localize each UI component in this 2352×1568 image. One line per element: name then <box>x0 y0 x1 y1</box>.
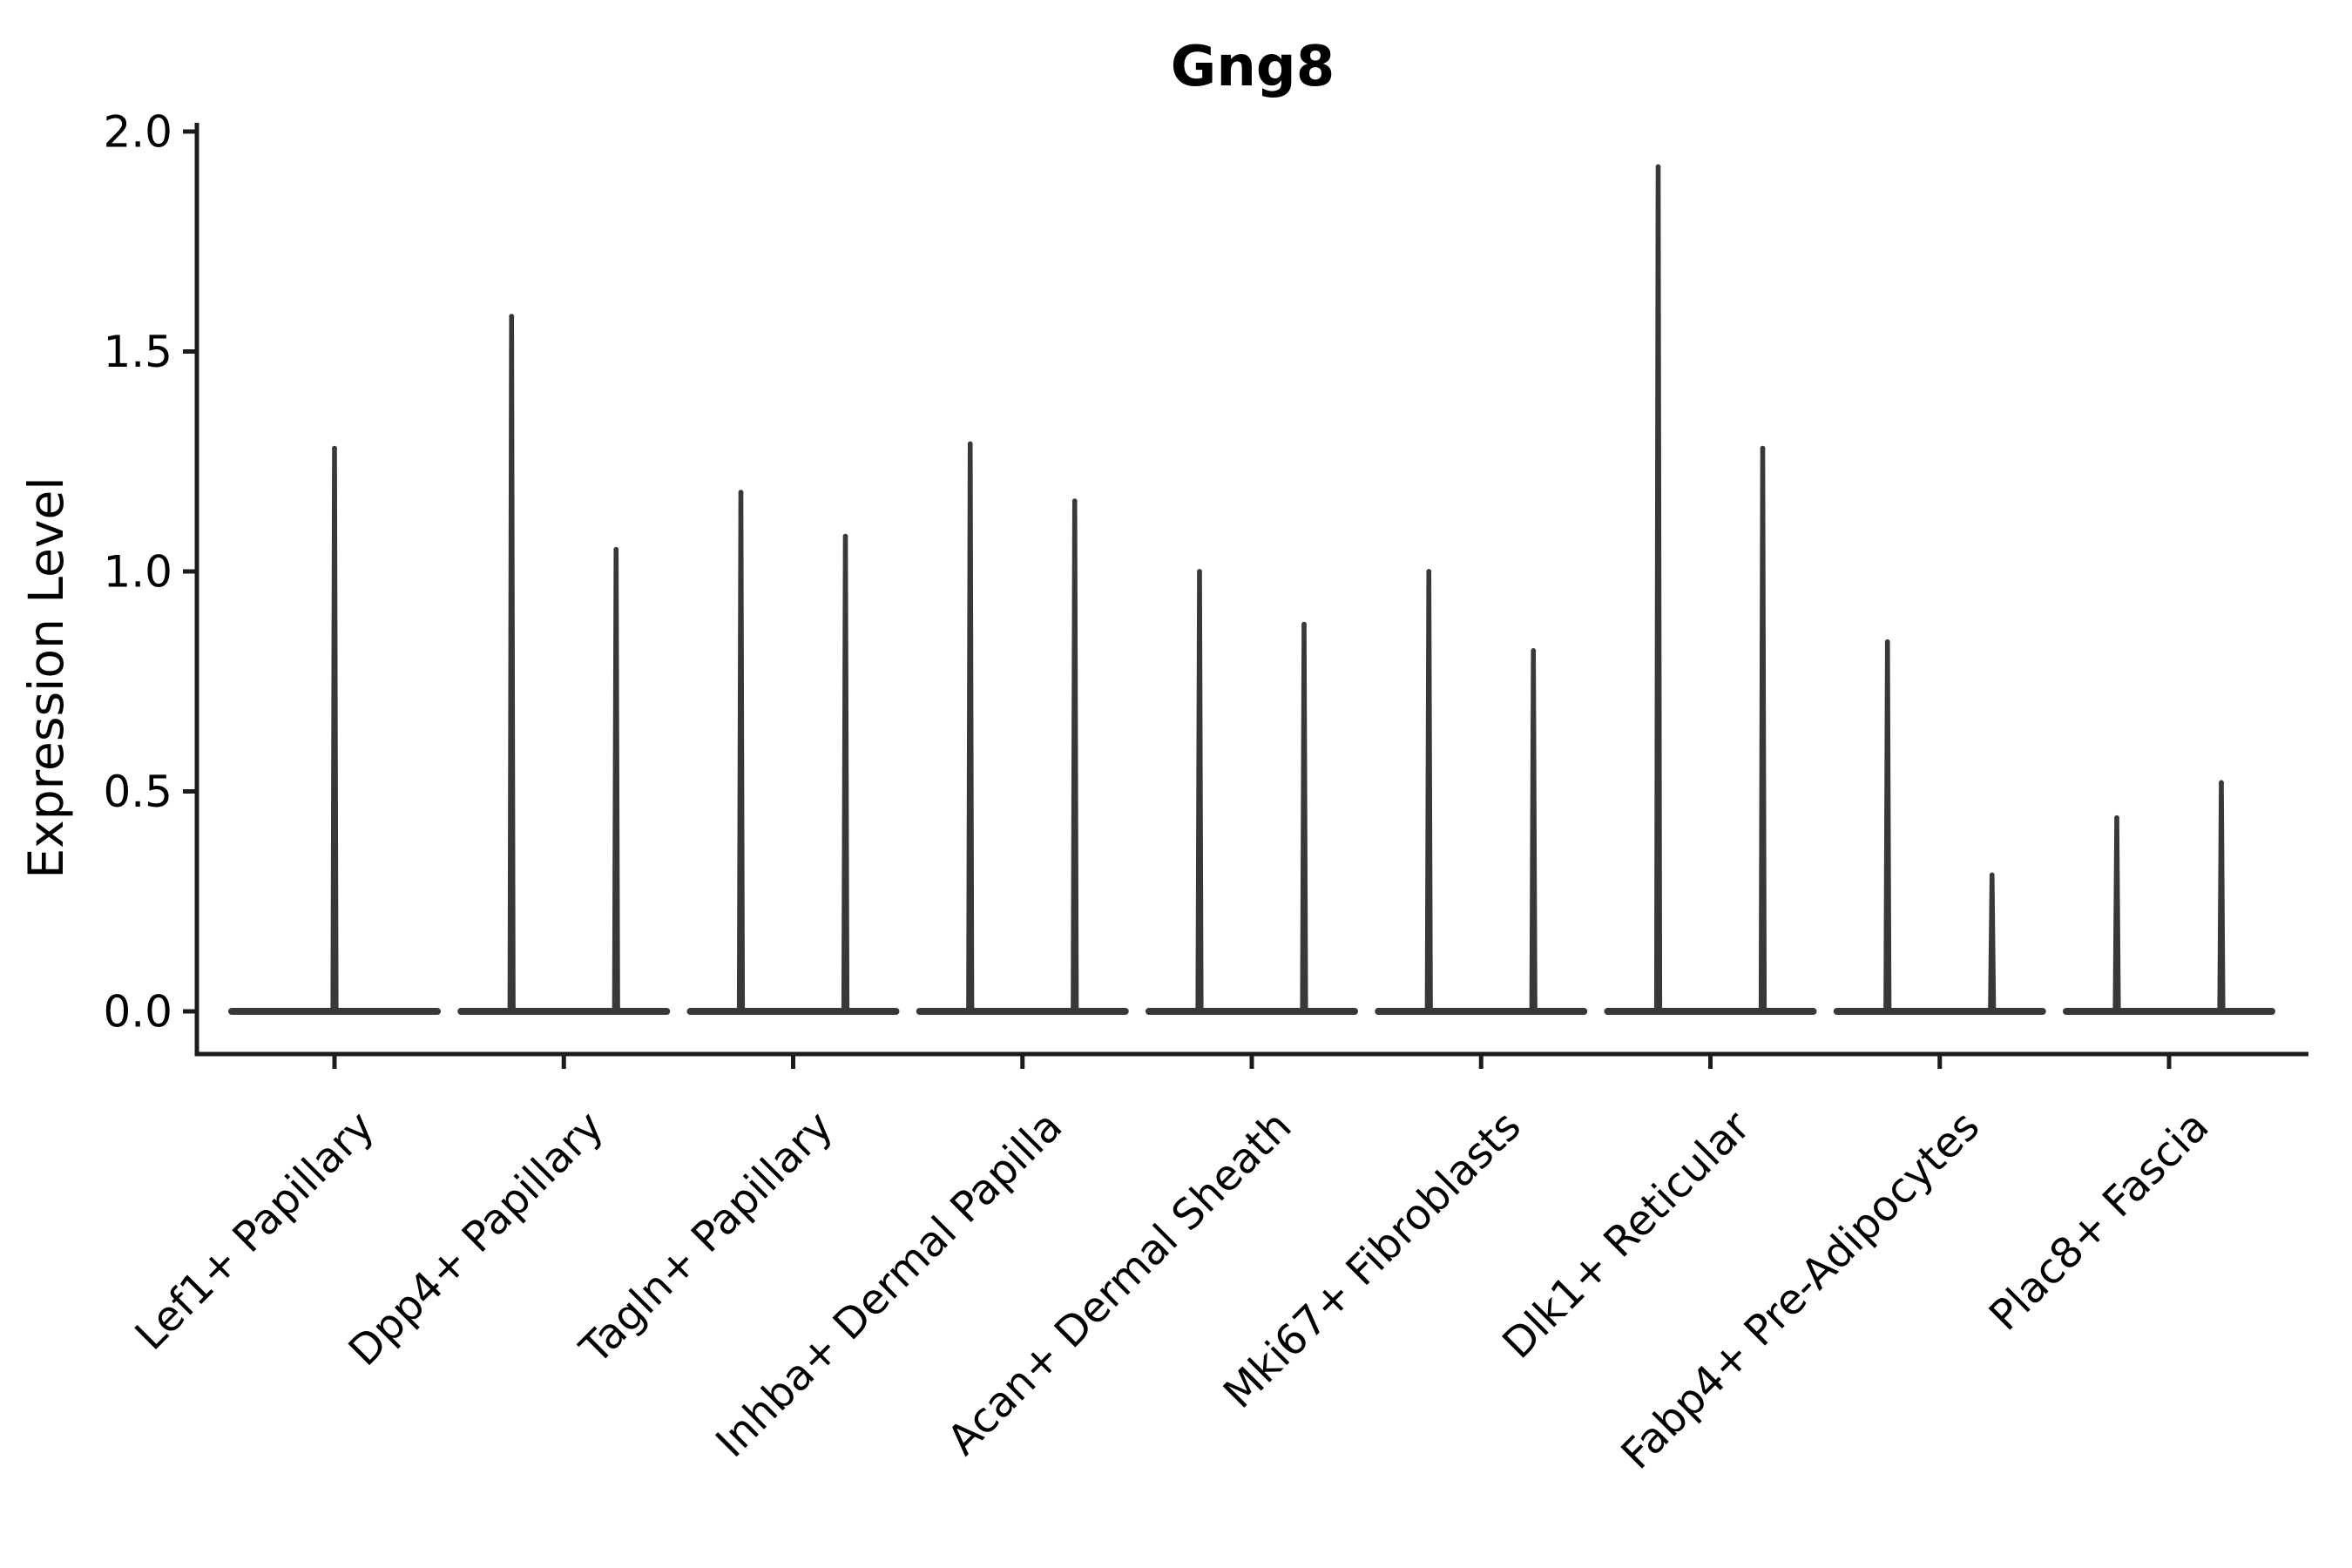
y-tick-label: 1.5 <box>103 327 172 377</box>
violin-spike-tip <box>842 533 848 539</box>
violin-spike-tip <box>2219 780 2224 786</box>
violin-spike-tip <box>1884 639 1890 645</box>
violin-spike-tip <box>1301 621 1307 627</box>
violin-spike-tip <box>1197 569 1202 574</box>
y-tick-label: 0.5 <box>103 767 172 817</box>
y-tick-label: 1.0 <box>103 547 172 598</box>
violin-spike-tip <box>332 445 337 451</box>
violin-spike <box>1300 624 1308 1011</box>
violin-spike <box>736 492 746 1011</box>
y-tick-label: 2.0 <box>103 107 172 158</box>
violin-spike <box>2112 817 2121 1011</box>
violin-spike <box>2217 782 2226 1011</box>
violin-spike-tip <box>1655 164 1661 170</box>
violin-spike <box>1195 571 1204 1011</box>
violin-spike <box>1988 875 1997 1011</box>
violin-spike-tip <box>967 441 973 447</box>
violin-spike <box>1758 448 1767 1011</box>
violin-spike-tip <box>1426 569 1432 574</box>
violin-spike <box>1883 641 1892 1011</box>
y-axis-label: Expression Level <box>18 476 74 878</box>
violin-spike <box>1071 501 1079 1011</box>
violin-spike-tip <box>1760 445 1766 451</box>
violin-spike-tip <box>1531 648 1537 653</box>
y-tick-label: 0.0 <box>103 987 172 1037</box>
plot-title: Gng8 <box>1171 35 1335 99</box>
violin-spike <box>507 316 516 1012</box>
violin-spike-tip <box>1989 872 1995 878</box>
violin-spike <box>1529 650 1538 1011</box>
violin-spike <box>612 549 620 1011</box>
violin-spike-tip <box>2114 814 2119 821</box>
violin-spike-tip <box>738 490 744 495</box>
violin-spike <box>966 443 975 1011</box>
violin-spike <box>1424 571 1433 1011</box>
violin-spike-tip <box>613 546 619 552</box>
violin-spike-tip <box>509 314 515 319</box>
violin-spike <box>1653 166 1663 1011</box>
violin-spike <box>330 448 339 1011</box>
violin-spike-tip <box>1071 498 1078 504</box>
violin-spike <box>841 536 850 1011</box>
